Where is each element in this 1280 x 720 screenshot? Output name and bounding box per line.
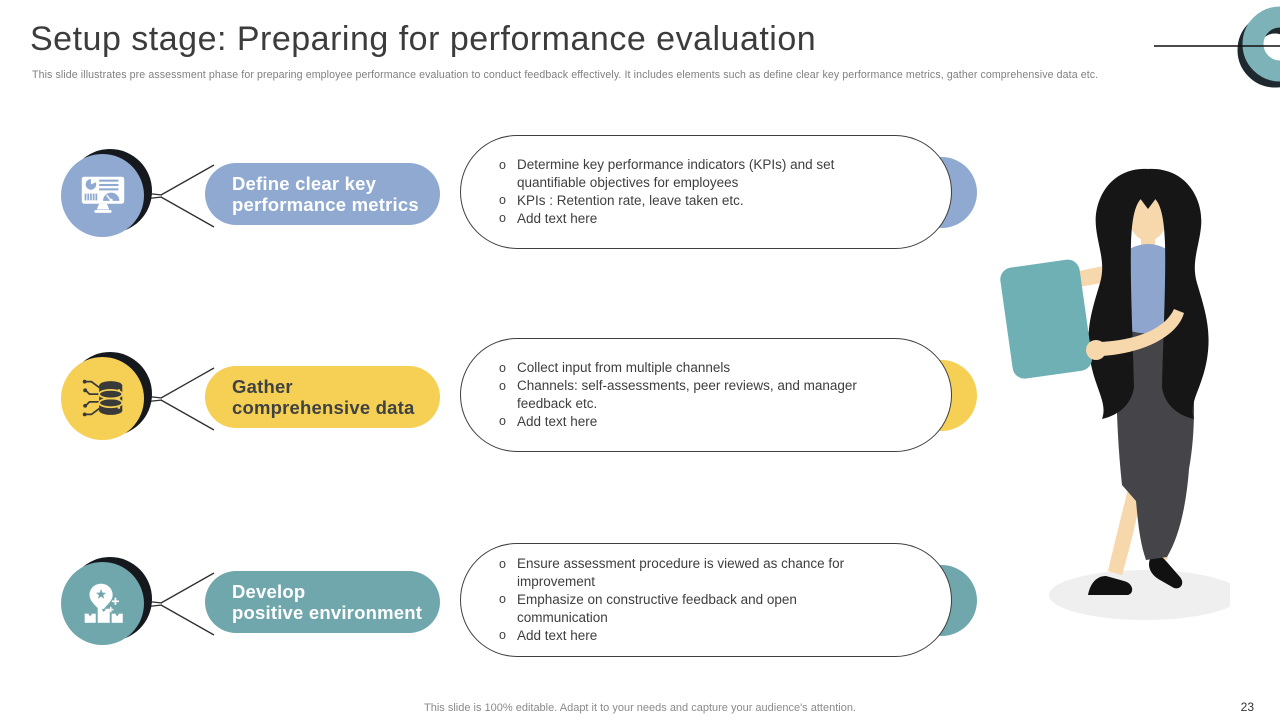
stage-pill-positive-environment: Develop positive environment (205, 571, 440, 633)
pill-label-line1: Gather (232, 375, 293, 397)
stage-pill-define-metrics: Define clear key performance metrics (205, 163, 440, 225)
bullet-marker: o (499, 211, 506, 226)
footer-note: This slide is 100% editable. Adapt it to… (424, 702, 856, 714)
woman-holding-tablet-illustration (1000, 168, 1230, 620)
bullet-text: Add text here (517, 210, 598, 226)
pill-label-line1: Define clear key (232, 172, 377, 194)
bullet-marker: o (499, 628, 506, 643)
bullet-marker: o (499, 157, 506, 172)
bullet-item: o Ensure assessment procedure is viewed a… (498, 555, 873, 590)
database-icon (61, 357, 144, 440)
bullet-text: Add text here (517, 413, 598, 429)
bullet-text: Channels: self-assessments, peer reviews… (517, 378, 857, 411)
bullet-item: o Channels: self-assessments, peer review… (498, 377, 873, 412)
slide-subtitle: This slide illustrates pre assessment ph… (32, 69, 1099, 81)
bullet-text: KPIs : Retention rate, leave taken etc. (517, 192, 744, 208)
bullet-marker: o (499, 378, 506, 393)
page-number: 23 (1240, 700, 1254, 714)
bullet-item: o Add text here (498, 413, 873, 431)
pill-label-line2: positive environment (232, 602, 423, 623)
pill-label-line1: Develop (232, 580, 306, 602)
bullet-marker: o (499, 360, 506, 375)
pill-label-line2: comprehensive data (232, 397, 415, 418)
bullet-item: o Determine key performance indicators (K… (498, 156, 873, 191)
bullet-marker: o (499, 193, 506, 208)
bullet-text: Emphasize on constructive feedback and o… (517, 591, 797, 625)
bullet-text: Add text here (517, 627, 598, 643)
bullet-list: o Ensure assessment procedure is viewed a… (498, 555, 873, 644)
stage-pill-gather-data: Gather comprehensive data (205, 366, 440, 428)
location-pin-podium-icon (61, 562, 144, 645)
callout-bubble: o Determine key performance indicators (K… (460, 135, 952, 249)
bullet-list: o Determine key performance indicators (K… (498, 156, 873, 228)
bullet-marker: o (499, 556, 506, 571)
row-define-metrics: Define clear key performance metrics o De… (0, 135, 985, 250)
page-title: Setup stage: Preparing for performance e… (30, 20, 817, 58)
bullet-marker: o (499, 414, 506, 429)
bullet-text: Determine key performance indicators (KP… (517, 157, 835, 190)
callout-bubble: o Ensure assessment procedure is viewed a… (460, 543, 952, 657)
bullet-text: Ensure assessment procedure is viewed as… (517, 556, 845, 589)
bullet-item: o KPIs : Retention rate, leave taken etc. (498, 192, 873, 210)
donut-ring-icon (1154, 6, 1280, 88)
dashboard-monitor-icon (61, 154, 144, 237)
bullet-text: Collect input from multiple channels (517, 360, 731, 376)
bullet-item: o Add text here (498, 210, 873, 228)
bullet-marker: o (499, 592, 506, 607)
bullet-item: o Collect input from multiple channels (498, 359, 873, 377)
row-gather-data: Gather comprehensive data o Collect input… (0, 338, 985, 453)
row-positive-environment: Develop positive environment o Ensure ass… (0, 543, 985, 658)
bullet-item: o Add text here (498, 627, 873, 645)
pill-label-line2: performance metrics (232, 194, 419, 215)
bullet-item: o Emphasize on constructive feedback and … (498, 591, 873, 626)
